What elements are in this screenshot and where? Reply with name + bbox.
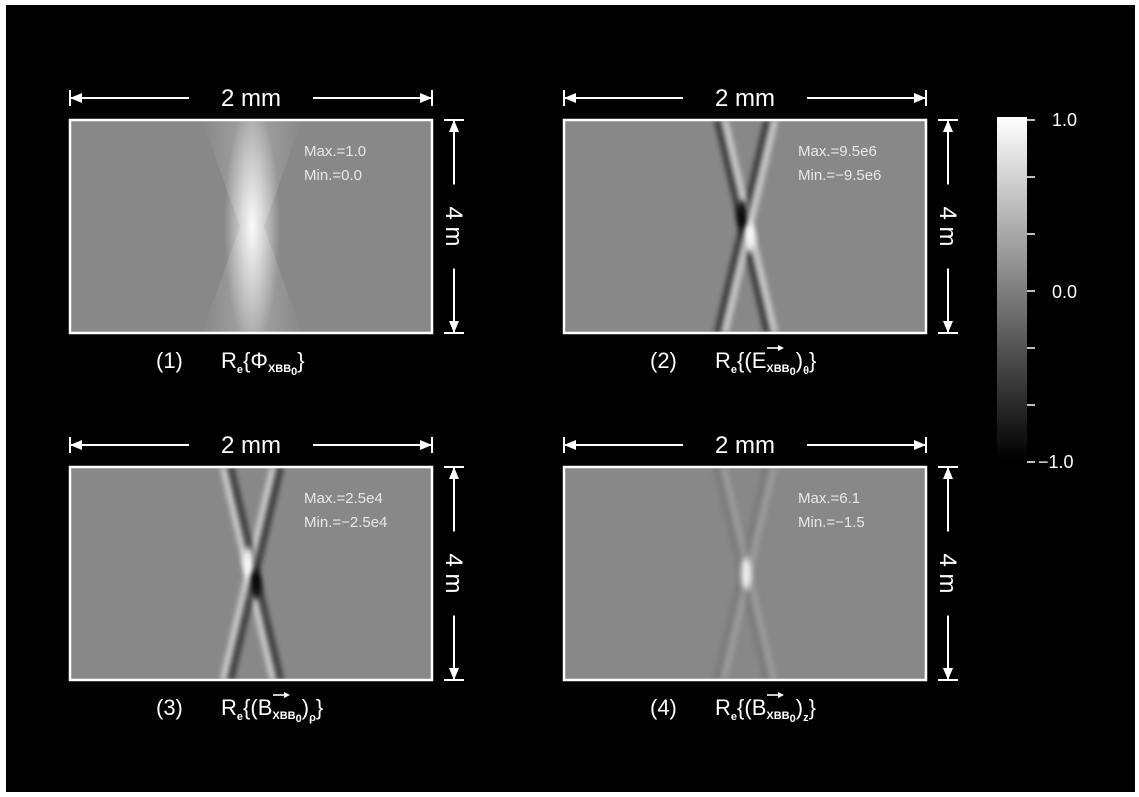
height-label: 4 m (934, 553, 961, 593)
panel-number: (3) (156, 695, 183, 720)
panel-1: 2 mm 4 m Max.=1.0 Min.=0.0 (1) Re{ΦXBB0} (68, 85, 467, 378)
panel-frame (68, 118, 434, 335)
panel-caption: Re{ΦXBB0} (221, 348, 305, 378)
colorbar-gradient (997, 117, 1027, 460)
max-label: Max.=2.5e4 (304, 490, 383, 507)
caption-symbol: B (752, 695, 767, 720)
min-label: Min.=0.0 (304, 167, 362, 184)
field-image (564, 120, 926, 333)
vector-arrow-icon (767, 692, 784, 698)
panel-caption: Re{(BXBB0)ρ} (221, 695, 323, 725)
colorbar-max-label: 1.0 (1052, 110, 1077, 130)
panel-number: (2) (650, 348, 677, 373)
panel-frame (68, 465, 434, 682)
height-dimension (938, 119, 958, 334)
panel-frame (562, 118, 928, 335)
vector-arrow-icon (767, 345, 784, 351)
caption-symbol: Φ (250, 348, 268, 373)
panel-frame (562, 465, 928, 682)
min-label: Min.=−2.5e4 (304, 514, 387, 531)
caption-symbol: B (258, 695, 273, 720)
figure-svg: 1.0 0.0 −1.0 2 mm 4 m Max.=1.0 Min.=0.0 (1) R… (68, 85, 1077, 725)
height-dimension (444, 119, 464, 334)
figure-canvas: 1.0 0.0 −1.0 2 mm 4 m Max.=1.0 Min.=0.0 (1) R… (6, 5, 1135, 792)
field-image (564, 467, 926, 680)
width-dimension (69, 437, 433, 453)
panel-4: 2 mm 4 m Max.=6.1 Min.=−1.5 (4) Re{(BXBB0)z} (562, 432, 961, 725)
colorbar-ticks (1027, 119, 1035, 463)
colorbar: 1.0 0.0 −1.0 (997, 110, 1077, 472)
width-dimension (563, 437, 927, 453)
panel-2: 2 mm 4 m Max.=9.5e6 Min.=−9.5e6 (2) Re{(EXBB0… (562, 85, 961, 378)
height-dimension (444, 466, 464, 681)
panel-number: (1) (156, 348, 183, 373)
colorbar-min-label: −1.0 (1038, 452, 1074, 472)
width-dimension (69, 90, 433, 106)
width-label: 2 mm (221, 432, 281, 459)
width-label: 2 mm (715, 85, 775, 112)
vector-arrow-icon (273, 692, 290, 698)
height-label: 4 m (440, 553, 467, 593)
min-label: Min.=−1.5 (798, 514, 865, 531)
max-label: Max.=1.0 (304, 143, 366, 160)
max-label: Max.=9.5e6 (798, 143, 877, 160)
panel-3: 2 mm 4 m Max.=2.5e4 Min.=−2.5e4 (3) Re{(BXBB0… (68, 432, 467, 725)
max-label: Max.=6.1 (798, 490, 860, 507)
height-label: 4 m (440, 206, 467, 246)
field-image (70, 120, 432, 333)
min-label: Min.=−9.5e6 (798, 167, 881, 184)
width-label: 2 mm (221, 85, 281, 112)
caption-symbol: E (752, 348, 767, 373)
field-image (70, 467, 432, 680)
panels: 2 mm 4 m Max.=1.0 Min.=0.0 (1) Re{ΦXBB0} 2 mm 4… (68, 85, 961, 725)
panel-number: (4) (650, 695, 677, 720)
height-dimension (938, 466, 958, 681)
colorbar-mid-label: 0.0 (1052, 282, 1077, 302)
height-label: 4 m (934, 206, 961, 246)
width-label: 2 mm (715, 432, 775, 459)
panel-caption: Re{(BXBB0)z} (715, 695, 816, 725)
width-dimension (563, 90, 927, 106)
panel-caption: Re{(EXBB0)θ} (715, 348, 816, 378)
